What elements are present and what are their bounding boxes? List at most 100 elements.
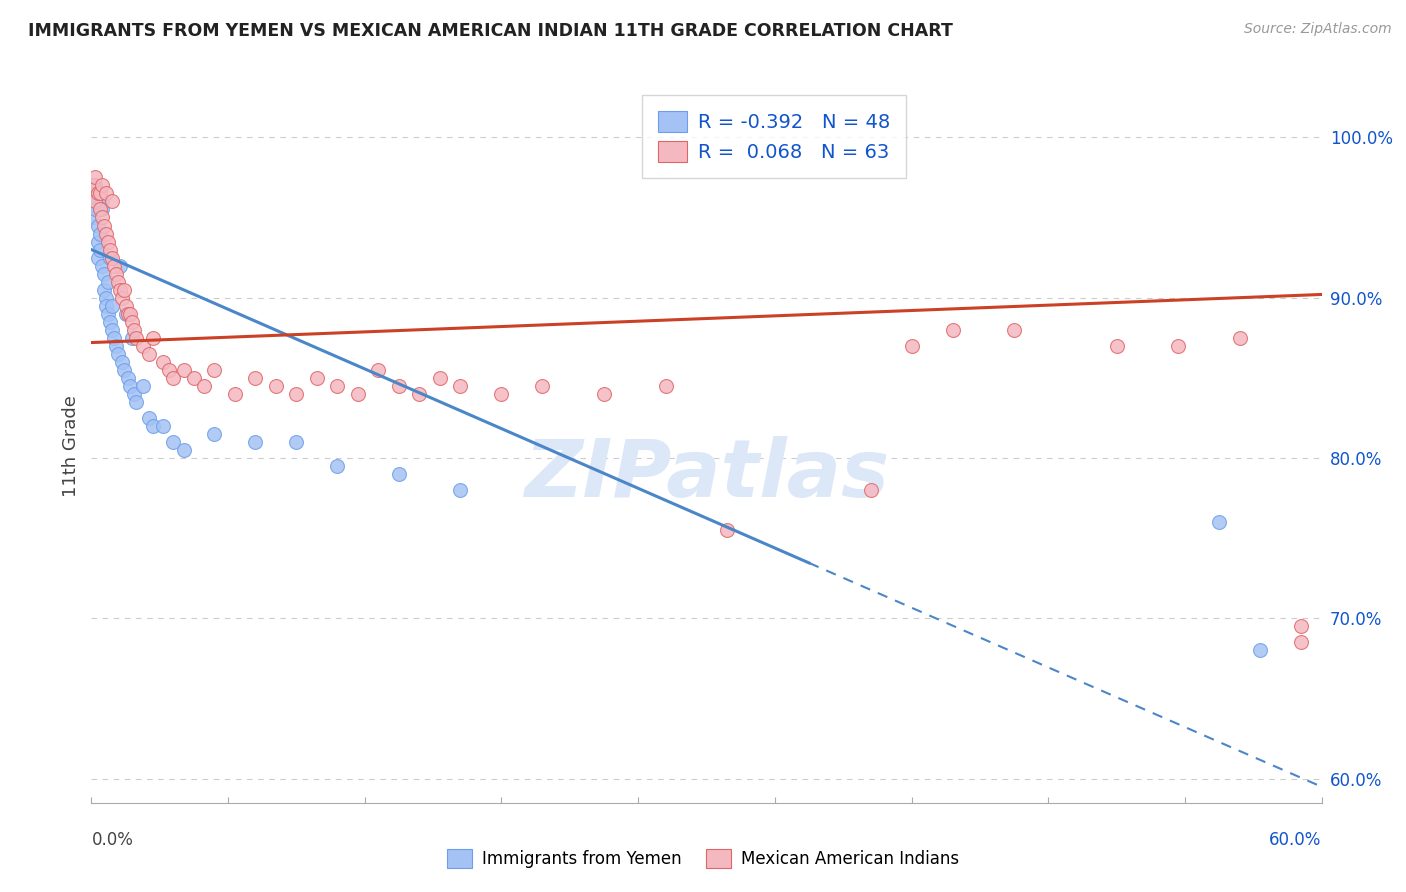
Point <box>152 419 174 434</box>
Point <box>98 315 121 329</box>
Point <box>84 178 107 193</box>
Point <box>84 194 107 209</box>
Point <box>94 186 117 201</box>
Point <box>111 355 134 369</box>
Point <box>107 347 129 361</box>
Point <box>347 387 370 401</box>
Point <box>326 379 349 393</box>
Point <box>108 283 131 297</box>
Point <box>162 435 184 450</box>
Point <box>97 307 120 321</box>
Point <box>408 387 430 401</box>
Legend: Immigrants from Yemen, Mexican American Indians: Immigrants from Yemen, Mexican American … <box>440 843 966 875</box>
Point <box>305 371 328 385</box>
Point <box>98 251 121 265</box>
Point <box>105 339 127 353</box>
Point <box>101 194 124 209</box>
Point <box>115 299 138 313</box>
Point <box>89 186 111 201</box>
Point <box>654 379 676 393</box>
Point <box>264 379 287 393</box>
Point <box>125 395 148 409</box>
Point <box>93 267 115 281</box>
Point <box>115 307 138 321</box>
Point <box>157 363 180 377</box>
Point <box>94 291 117 305</box>
Point <box>449 483 471 497</box>
Point <box>173 363 195 377</box>
Point <box>98 243 121 257</box>
Point <box>531 379 554 393</box>
Text: Source: ZipAtlas.com: Source: ZipAtlas.com <box>1244 22 1392 37</box>
Point <box>101 323 124 337</box>
Point <box>1289 635 1312 649</box>
Point <box>942 323 965 337</box>
Point <box>162 371 184 385</box>
Point <box>86 235 108 249</box>
Point <box>388 467 411 481</box>
Point <box>84 202 107 217</box>
Point <box>367 363 389 377</box>
Point <box>202 427 225 442</box>
Point <box>86 251 108 265</box>
Point <box>121 315 143 329</box>
Point <box>245 371 267 385</box>
Point <box>131 379 153 393</box>
Point <box>1229 331 1251 345</box>
Point <box>1208 515 1230 529</box>
Point <box>1289 619 1312 633</box>
Point <box>112 363 135 377</box>
Point <box>117 307 139 321</box>
Point <box>593 387 616 401</box>
Point <box>285 387 308 401</box>
Point <box>82 211 104 225</box>
Point <box>193 379 215 393</box>
Point <box>326 458 349 473</box>
Point <box>89 243 111 257</box>
Point <box>1167 339 1189 353</box>
Point <box>103 259 125 273</box>
Point <box>131 339 153 353</box>
Text: 60.0%: 60.0% <box>1270 831 1322 849</box>
Point <box>142 331 165 345</box>
Point <box>117 371 139 385</box>
Point <box>82 178 104 193</box>
Point <box>101 251 124 265</box>
Point <box>90 178 112 193</box>
Point <box>94 299 117 313</box>
Point <box>173 442 195 457</box>
Point <box>859 483 882 497</box>
Point <box>108 259 131 273</box>
Point <box>86 219 108 233</box>
Point <box>124 323 146 337</box>
Point <box>138 347 160 361</box>
Point <box>125 331 148 345</box>
Text: ZIPatlas: ZIPatlas <box>524 435 889 514</box>
Point <box>1002 323 1025 337</box>
Point <box>111 291 134 305</box>
Point <box>90 211 112 225</box>
Point <box>82 194 104 209</box>
Point <box>101 299 124 313</box>
Point <box>86 186 108 201</box>
Point <box>245 435 267 450</box>
Point <box>94 227 117 241</box>
Point <box>97 235 120 249</box>
Point <box>89 202 111 217</box>
Point <box>97 275 120 289</box>
Point <box>285 435 308 450</box>
Text: IMMIGRANTS FROM YEMEN VS MEXICAN AMERICAN INDIAN 11TH GRADE CORRELATION CHART: IMMIGRANTS FROM YEMEN VS MEXICAN AMERICA… <box>28 22 953 40</box>
Text: 0.0%: 0.0% <box>91 831 134 849</box>
Point <box>183 371 205 385</box>
Point <box>449 379 471 393</box>
Point <box>491 387 513 401</box>
Point <box>142 419 165 434</box>
Y-axis label: 11th Grade: 11th Grade <box>62 395 80 497</box>
Point <box>120 307 142 321</box>
Point <box>84 170 107 185</box>
Point <box>121 331 143 345</box>
Point <box>202 363 225 377</box>
Point <box>224 387 246 401</box>
Point <box>1105 339 1128 353</box>
Point <box>138 411 160 425</box>
